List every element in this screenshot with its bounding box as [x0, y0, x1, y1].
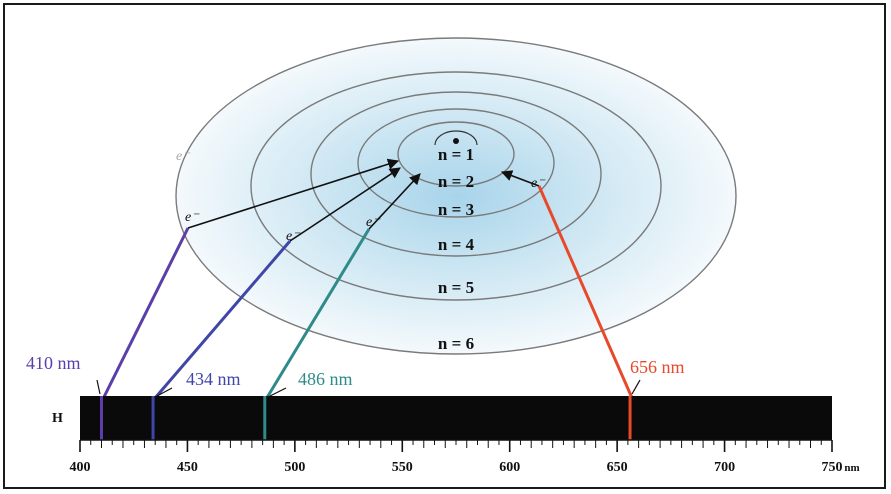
- spectrum-emission-lines: [99, 396, 632, 440]
- wavelength-label: 434 nm: [186, 369, 241, 389]
- label-leader: [269, 387, 287, 397]
- wavelength-label: 656 nm: [630, 357, 685, 377]
- electron-label: e⁻: [185, 210, 200, 225]
- tick-label: 550: [392, 460, 413, 475]
- orbit-fill: [176, 38, 736, 354]
- tick-label: 750: [822, 460, 843, 475]
- wavelength-labels: 410 nm 434 nm 486 nm 656 nm: [26, 353, 685, 397]
- tick-label: 650: [607, 460, 628, 475]
- drop-line: [265, 228, 371, 399]
- level-labels: n = 1 n = 2 n = 3 n = 4 n = 5 n = 6: [438, 145, 475, 353]
- transition-arrows: e⁻ e⁻ e⁻ e⁻ e⁻: [176, 149, 546, 244]
- label-leader: [96, 379, 101, 395]
- spectral-drop-lines: [102, 185, 634, 399]
- transition-arrow: [289, 167, 401, 242]
- orbit-ring: [250, 71, 662, 301]
- level-label: n = 2: [438, 172, 474, 191]
- level-label: n = 5: [438, 278, 474, 297]
- nucleus: [453, 138, 459, 144]
- orbit-ring: [175, 37, 737, 355]
- electron-label: e⁻: [366, 215, 381, 230]
- tick-label: 700: [714, 460, 735, 475]
- wavelength-axis: 400 450 500 550 600 650 700 750 nm: [70, 439, 860, 475]
- electron-label: e⁻: [176, 149, 191, 164]
- transition-arrow: [187, 158, 400, 229]
- transition-arrow: [500, 170, 540, 187]
- orbit-ring: [357, 108, 555, 218]
- transition-arrow: [368, 173, 421, 230]
- tick-label: 450: [177, 460, 198, 475]
- label-leader: [631, 379, 641, 395]
- spectrum-bar: [80, 396, 832, 440]
- orbit-rings: [175, 37, 737, 355]
- level-label: n = 6: [438, 334, 474, 353]
- label-leader: [156, 387, 173, 397]
- emission-line: [99, 396, 103, 440]
- tick-label: 500: [284, 460, 305, 475]
- wavelength-label: 486 nm: [298, 369, 353, 389]
- tick-label: 400: [70, 460, 91, 475]
- level-label: n = 3: [438, 200, 474, 219]
- emission-line: [151, 396, 155, 440]
- emission-line: [263, 396, 267, 440]
- element-label: H: [52, 411, 63, 426]
- orbit-ring: [397, 121, 515, 187]
- level-label: n = 4: [438, 235, 475, 254]
- drop-line: [102, 227, 190, 399]
- axis-unit: nm: [844, 462, 859, 474]
- nucleus-arc: [434, 130, 478, 146]
- level-label: n = 1: [438, 145, 474, 164]
- drop-line: [153, 240, 292, 399]
- orbit-ring: [310, 91, 602, 257]
- electron-label: e⁻: [531, 176, 546, 191]
- drop-line: [537, 185, 634, 399]
- tick-label: 600: [499, 460, 520, 475]
- electron-label: e⁻: [286, 229, 301, 244]
- wavelength-label: 410 nm: [26, 353, 81, 373]
- emission-line: [628, 396, 632, 440]
